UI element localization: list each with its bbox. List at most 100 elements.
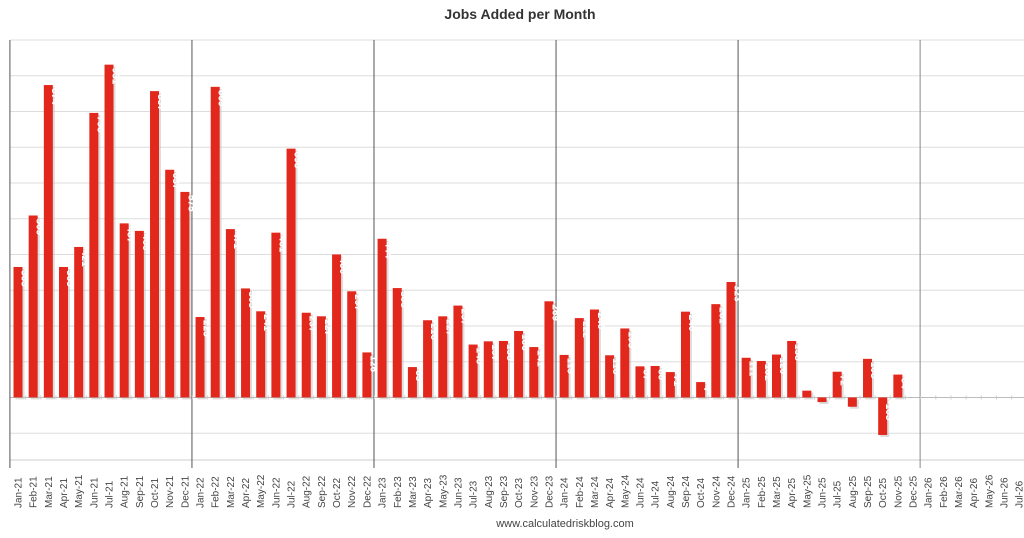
x-tick-label: Jul-26 bbox=[1015, 480, 1024, 508]
data-label: 126 bbox=[367, 355, 378, 372]
bar-Jun-24 bbox=[635, 366, 645, 398]
data-label: 88 bbox=[656, 369, 667, 381]
data-label: 72 bbox=[838, 375, 849, 387]
bar-Jan-25 bbox=[741, 357, 751, 398]
x-tick-label: Feb-21 bbox=[29, 476, 40, 508]
bar-Jun-21 bbox=[89, 112, 99, 398]
data-label: 297 bbox=[352, 294, 363, 311]
data-label: 365 bbox=[19, 270, 30, 287]
bar-Mar-21 bbox=[43, 85, 53, 398]
bar-Oct-23 bbox=[514, 330, 524, 398]
bar-Oct-24 bbox=[696, 382, 706, 398]
bar-Nov-23 bbox=[529, 347, 539, 398]
bar-May-21 bbox=[74, 246, 84, 398]
data-label: 931 bbox=[110, 68, 121, 85]
x-tick-label: May-26 bbox=[984, 474, 995, 508]
data-label: 158 bbox=[504, 344, 515, 361]
data-label: 306 bbox=[398, 291, 409, 308]
data-label: 108 bbox=[868, 362, 879, 379]
bar-Sep-25 bbox=[863, 358, 873, 398]
bar-Jul-22 bbox=[286, 148, 296, 398]
bar-Dec-23 bbox=[544, 301, 554, 398]
x-tick-label: Jun-22 bbox=[271, 477, 282, 508]
x-tick-label: Jan-23 bbox=[378, 477, 389, 508]
x-tick-label: Jan-25 bbox=[742, 477, 753, 508]
x-tick-label: Dec-23 bbox=[544, 475, 555, 508]
bar-Mar-25 bbox=[772, 354, 781, 398]
x-tick-label: Apr-24 bbox=[605, 478, 616, 508]
x-tick-label: Aug-24 bbox=[666, 475, 677, 508]
x-tick-label: Mar-23 bbox=[408, 476, 419, 508]
x-tick-label: Apr-23 bbox=[423, 478, 434, 508]
bar-Jan-24 bbox=[559, 354, 569, 398]
data-label: 323 bbox=[731, 285, 742, 302]
data-label: 365 bbox=[64, 270, 75, 287]
data-label: 466 bbox=[140, 234, 151, 251]
bar-Dec-22 bbox=[362, 352, 372, 398]
bar-Feb-21 bbox=[28, 215, 38, 398]
x-tick-label: Jan-24 bbox=[560, 477, 571, 508]
x-tick-label: May-21 bbox=[74, 474, 85, 508]
data-label: 240 bbox=[686, 315, 697, 332]
data-label: 85 bbox=[413, 370, 424, 382]
bar-Jun-23 bbox=[453, 305, 463, 398]
x-tick-label: Sep-24 bbox=[681, 475, 692, 508]
gridlines bbox=[10, 39, 1024, 461]
x-tick-label: Aug-23 bbox=[484, 475, 495, 508]
data-label: 216 bbox=[428, 323, 439, 340]
source-label: www.calculatedriskblog.com bbox=[495, 518, 634, 530]
chart-title: Jobs Added per Month bbox=[444, 6, 595, 22]
x-tick-label: Dec-25 bbox=[909, 475, 920, 508]
data-label: 305 bbox=[246, 291, 257, 308]
x-tick-label: Nov-23 bbox=[529, 475, 540, 508]
data-label: 487 bbox=[125, 226, 136, 243]
x-tick-label: Nov-25 bbox=[893, 475, 904, 508]
bar-Nov-24 bbox=[711, 304, 721, 398]
bar-Nov-25 bbox=[893, 374, 903, 398]
x-tick-label: May-25 bbox=[802, 474, 813, 508]
bar-Apr-24 bbox=[605, 355, 615, 398]
bar-Oct-25 bbox=[878, 397, 888, 435]
data-label: 444 bbox=[383, 242, 394, 259]
bar-Jun-22 bbox=[271, 232, 281, 398]
x-tick-label: Jul-24 bbox=[651, 480, 662, 508]
data-label: 87 bbox=[640, 369, 651, 381]
data-label: 257 bbox=[458, 309, 469, 326]
x-tick-labels: Jan-21 Feb-21 Mar-21 Apr-21 May-21 Jun-21 Jul-… bbox=[14, 395, 1024, 508]
x-tick-label: Apr-21 bbox=[59, 478, 70, 508]
data-label: 796 bbox=[94, 116, 105, 133]
x-tick-label: Aug-22 bbox=[302, 475, 313, 508]
bar-Jul-24 bbox=[650, 365, 660, 398]
bar-Mar-23 bbox=[407, 367, 417, 398]
bar-Sep-24 bbox=[680, 311, 690, 398]
x-tick-label: Nov-22 bbox=[347, 475, 358, 508]
x-tick-label: Sep-23 bbox=[499, 475, 510, 508]
x-tick-label: May-23 bbox=[438, 474, 449, 508]
data-label: 246 bbox=[595, 313, 606, 330]
x-tick-label: Jul-22 bbox=[287, 480, 298, 508]
data-label: 111 bbox=[747, 361, 758, 377]
bar-Aug-23 bbox=[483, 341, 493, 398]
data-label: 241 bbox=[261, 314, 272, 331]
x-tick-label: Nov-24 bbox=[711, 475, 722, 508]
data-label: 869 bbox=[216, 90, 227, 107]
data-label: 575 bbox=[185, 195, 196, 212]
data-label: 421 bbox=[79, 250, 90, 267]
bar-Jun-25 bbox=[817, 397, 827, 403]
x-tick-label: Jul-25 bbox=[833, 480, 844, 508]
bar-Aug-25 bbox=[847, 397, 857, 407]
data-label: 400 bbox=[337, 257, 348, 274]
x-tick-label: Jun-26 bbox=[1000, 477, 1011, 508]
data-label: 237 bbox=[307, 316, 318, 333]
data-label: 696 bbox=[292, 152, 303, 169]
bar-Feb-24 bbox=[574, 318, 584, 398]
x-tick-label: May-22 bbox=[256, 474, 267, 508]
x-tick-label: Mar-21 bbox=[44, 476, 55, 508]
data-label: 269 bbox=[549, 304, 560, 321]
bar-Oct-22 bbox=[332, 254, 342, 398]
x-tick-label: Sep-21 bbox=[135, 475, 146, 508]
data-label: 120 bbox=[777, 358, 788, 375]
bar-Jul-21 bbox=[104, 64, 114, 398]
data-label: 148 bbox=[474, 348, 485, 365]
